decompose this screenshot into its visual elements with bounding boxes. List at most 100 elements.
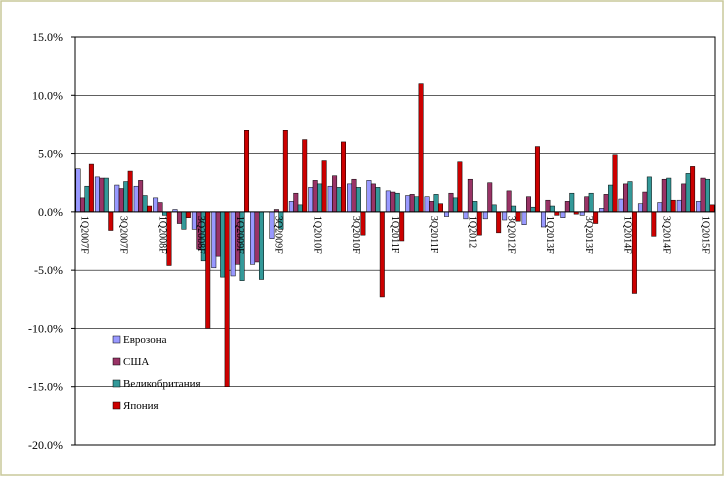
bar — [370, 183, 376, 213]
bar — [437, 203, 443, 213]
bar — [375, 187, 381, 213]
bar — [153, 197, 159, 213]
y-tick-label: -20.0% — [28, 438, 63, 452]
x-tick-label: 3Q2007F — [117, 216, 128, 254]
bar — [142, 195, 148, 213]
bar — [564, 201, 570, 213]
legend-swatch — [112, 335, 121, 344]
bar — [705, 178, 711, 213]
y-tick-label: -10.0% — [28, 321, 63, 335]
bar — [244, 130, 250, 213]
bar — [254, 211, 260, 263]
bar — [215, 211, 221, 257]
bar — [700, 177, 706, 213]
bar — [355, 187, 361, 213]
bar — [385, 190, 391, 213]
legend-label: США — [123, 356, 149, 368]
bar — [685, 173, 691, 213]
bar — [623, 183, 628, 213]
bar — [347, 183, 353, 213]
y-tick-label: -15.0% — [28, 380, 63, 394]
bar — [599, 208, 605, 213]
bar — [511, 205, 517, 213]
bar — [138, 180, 144, 213]
y-tick-label: 0.0% — [38, 205, 63, 219]
bar — [147, 205, 153, 213]
bar — [123, 181, 129, 213]
bar — [496, 211, 502, 234]
bar — [79, 197, 85, 213]
bar — [608, 184, 614, 213]
bar — [603, 194, 609, 213]
bar — [409, 194, 415, 213]
bar — [472, 201, 478, 213]
bar — [293, 192, 299, 213]
bar — [321, 160, 327, 213]
bar — [405, 195, 411, 213]
x-tick-label: 3Q2011F — [428, 216, 439, 254]
x-tick-label: 3Q2008F — [195, 216, 206, 254]
x-tick-label: 3Q2010F — [350, 216, 361, 254]
x-tick-label: 1Q2014F — [622, 216, 633, 254]
bar — [127, 170, 133, 213]
bar — [211, 211, 217, 269]
legend-swatch — [112, 401, 121, 410]
bar — [312, 180, 318, 213]
bar — [94, 176, 100, 213]
bar — [366, 180, 372, 213]
bar — [661, 178, 667, 213]
bar — [288, 201, 294, 213]
bar — [534, 146, 540, 213]
y-tick-label: 10.0% — [32, 88, 63, 102]
bar — [250, 211, 256, 265]
bar — [482, 211, 488, 220]
bar — [258, 211, 264, 280]
bar — [526, 196, 532, 213]
bar — [99, 177, 105, 213]
x-tick-label: 3Q2009F — [273, 216, 284, 254]
bar — [162, 211, 167, 216]
bar — [681, 183, 687, 213]
bar — [317, 183, 323, 213]
bar — [114, 184, 120, 213]
x-tick-label: 1Q2008F — [156, 216, 167, 254]
bar — [75, 168, 81, 213]
bar — [696, 201, 702, 213]
x-tick-label: 1Q2013F — [544, 216, 555, 254]
bar — [414, 196, 420, 213]
bar — [646, 176, 652, 213]
y-tick-label: -5.0% — [34, 263, 63, 277]
legend-swatch — [112, 357, 121, 366]
bar — [612, 154, 618, 213]
legend-label: Великобритания — [123, 378, 201, 390]
bar — [666, 177, 672, 213]
bar — [341, 141, 346, 213]
bar — [84, 185, 90, 213]
bar — [433, 194, 439, 213]
bar — [521, 211, 527, 225]
bar — [185, 211, 191, 218]
bar — [457, 161, 463, 213]
legend-swatch — [112, 379, 121, 388]
bar — [444, 211, 449, 217]
bar — [491, 204, 497, 213]
x-tick-label: 3Q2014F — [661, 216, 672, 254]
bar — [657, 202, 663, 213]
bar — [424, 196, 430, 213]
bar — [220, 211, 226, 278]
bar — [627, 181, 633, 213]
bar — [569, 192, 575, 213]
bar — [670, 199, 676, 213]
bar — [332, 175, 338, 213]
bar — [351, 178, 357, 213]
x-tick-label: 3Q2012F — [505, 216, 516, 254]
bar — [554, 211, 560, 216]
bar — [429, 201, 435, 213]
bar — [579, 211, 585, 216]
bar — [690, 166, 696, 213]
bar — [88, 163, 94, 213]
bar — [637, 203, 643, 213]
